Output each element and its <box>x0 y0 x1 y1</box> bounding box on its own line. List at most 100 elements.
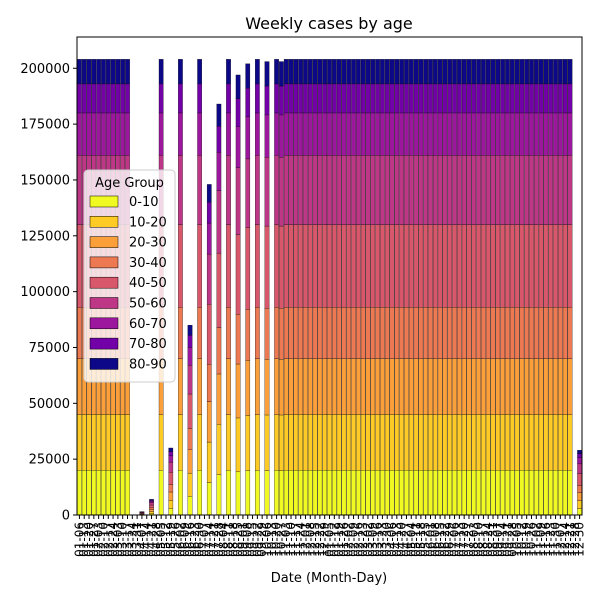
bar-segment-05-05-0-10 <box>158 470 164 516</box>
bar-segment-02-24-80-90 <box>110 59 116 85</box>
bar-segment-01-27-0-10 <box>91 470 97 516</box>
bar-segment-08-31-50-60 <box>490 155 496 225</box>
bar-segment-09-28-20-30 <box>509 358 515 415</box>
bar-segment-11-02-30-40 <box>534 307 539 359</box>
bar-segment-05-18-10-20 <box>418 414 424 471</box>
bar-segment-12-01-40-50 <box>303 224 308 308</box>
bar-segment-07-28-30-40 <box>216 327 222 375</box>
bar-segment-12-07-70-80 <box>558 83 563 114</box>
bar-segment-10-19-60-70 <box>524 112 530 156</box>
bar-segment-07-27-60-70 <box>466 112 472 156</box>
bar-segment-08-25-60-70 <box>235 126 241 168</box>
bar-segment-11-24-50-60 <box>298 155 303 225</box>
bar-segment-06-02-60-70 <box>178 112 183 156</box>
bar-segment-01-12-10-20 <box>331 414 337 471</box>
bar-segment-05-18-40-50 <box>418 224 424 308</box>
bar-segment-10-06-20-30 <box>264 359 270 416</box>
bar-segment-10-12-70-80 <box>519 83 525 114</box>
bar-segment-11-17-30-40 <box>293 307 299 359</box>
x-tick-label: 04-06 <box>385 522 399 557</box>
bar-segment-09-07-50-60 <box>495 155 501 225</box>
bar-segment-02-03-70-80 <box>96 83 101 114</box>
bar-segment-10-05-40-50 <box>514 224 520 308</box>
bar-segment-12-14-40-50 <box>562 224 568 308</box>
x-tick-label: 04-27 <box>399 522 413 557</box>
bar-segment-10-12-20-30 <box>519 358 525 415</box>
bar-segment-04-06-70-80 <box>389 83 395 114</box>
bar-segment-02-09-0-10 <box>351 470 356 516</box>
bar-segment-03-23-0-10 <box>380 470 385 516</box>
bar-segment-01-20-10-20 <box>86 414 92 471</box>
legend-title: Age Group <box>95 176 164 191</box>
bar-segment-01-05-40-50 <box>327 224 332 308</box>
bar-segment-09-22-40-50 <box>255 224 260 308</box>
bar-segment-01-05-80-90 <box>327 59 332 85</box>
bar-segment-02-10-70-80 <box>101 83 106 114</box>
bar-segment-03-10-10-20 <box>120 414 126 471</box>
bar-segment-05-19-70-80 <box>168 451 174 457</box>
bar-segment-06-22-0-10 <box>442 470 448 516</box>
bar-segment-07-13-30-40 <box>457 307 462 359</box>
bar-segment-02-02-60-70 <box>346 112 352 156</box>
bar-segment-02-02-20-30 <box>346 358 352 415</box>
bar-segment-11-16-0-10 <box>543 470 549 516</box>
bar-segment-12-07-80-90 <box>558 59 563 85</box>
x-tick-label: 03-30 <box>380 522 394 557</box>
bar-segment-12-29-30-40 <box>322 307 328 359</box>
bar-segment-01-12-80-90 <box>331 59 337 85</box>
bar-segment-01-27-10-20 <box>91 414 97 471</box>
bar-segment-10-12-80-90 <box>519 59 525 85</box>
bar-segment-03-17-10-20 <box>125 414 130 471</box>
bar-segment-06-02-50-60 <box>178 155 183 225</box>
bar-segment-03-30-50-60 <box>384 155 390 225</box>
bar-segment-03-23-50-60 <box>380 155 385 225</box>
bar-segment-12-22-80-90 <box>317 59 323 85</box>
bar-segment-06-22-30-40 <box>442 307 448 359</box>
bar-segment-03-17-80-90 <box>125 59 130 85</box>
bar-segment-05-18-30-40 <box>418 307 424 359</box>
bar-segment-11-23-0-10 <box>548 470 554 516</box>
bar-segment-11-24-0-10 <box>298 470 303 516</box>
bar-segment-12-22-30-40 <box>317 307 323 359</box>
bar-segment-03-09-20-30 <box>370 358 376 415</box>
bar-segment-07-28-40-50 <box>216 252 222 328</box>
bar-segment-05-19-40-50 <box>168 472 174 485</box>
x-tick-label: 07-13 <box>452 522 466 557</box>
bar-segment-01-19-50-60 <box>336 155 342 225</box>
x-tick-label: 06-29 <box>443 522 457 557</box>
bar-segment-03-17-60-70 <box>125 112 130 156</box>
bar-segment-11-30-70-80 <box>553 83 558 114</box>
bar-segment-12-08-60-70 <box>307 112 313 156</box>
bar-segment-12-30-30-40 <box>577 485 582 493</box>
bar-segment-06-08-80-90 <box>432 59 438 85</box>
bar-segment-02-24-70-80 <box>110 83 116 114</box>
bar-segment-08-31-10-20 <box>490 414 496 471</box>
bar-segment-06-15-70-80 <box>437 83 443 114</box>
bar-segment-07-14-60-70 <box>206 223 212 255</box>
bar-segment-07-06-30-40 <box>452 307 457 359</box>
bar-segment-06-08-10-20 <box>432 414 438 471</box>
bar-segment-07-20-40-50 <box>461 224 467 308</box>
bar-segment-06-22-10-20 <box>442 414 448 471</box>
bar-segment-12-15-20-30 <box>312 358 318 415</box>
bar-segment-01-19-40-50 <box>336 224 342 308</box>
legend-label-40-50: 40-50 <box>129 276 167 291</box>
bar-segment-05-11-0-10 <box>413 470 419 516</box>
bar-segment-09-14-10-20 <box>500 414 505 471</box>
bar-segment-07-28-60-70 <box>216 152 222 191</box>
bar-segment-11-02-80-90 <box>534 59 539 85</box>
bar-segment-12-21-40-50 <box>567 224 573 308</box>
bar-segment-05-19-0-10 <box>168 508 174 516</box>
bar-segment-07-20-60-70 <box>461 112 467 156</box>
bar-segment-10-27-10-20 <box>279 414 284 471</box>
bar-segment-08-03-80-90 <box>471 59 477 85</box>
bar-segment-10-19-0-10 <box>524 470 530 516</box>
bar-segment-06-01-50-60 <box>428 155 433 225</box>
bar-segment-11-17-20-30 <box>293 358 299 415</box>
chart-title: Weekly cases by age <box>245 14 413 33</box>
bar-segment-08-10-40-50 <box>476 224 481 308</box>
bar-segment-01-12-70-80 <box>331 83 337 114</box>
bar-segment-09-08-60-70 <box>245 116 251 160</box>
bar-segment-04-27-50-60 <box>404 155 409 225</box>
bar-segment-04-20-80-90 <box>399 59 404 85</box>
